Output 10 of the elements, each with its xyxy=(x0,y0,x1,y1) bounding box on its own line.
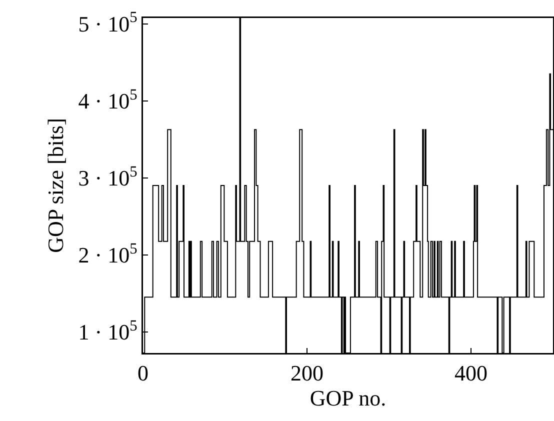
y-tick-label: 2 · 10$^{5}$ xyxy=(78,240,138,268)
x-tick-label: 200 xyxy=(290,360,324,386)
y-tick-label: 1 · 10$^{5}$ xyxy=(78,317,138,345)
y-tick-label: 3 · 10$^{5}$ xyxy=(78,163,138,190)
y-axis-title: GOP size [bits] xyxy=(43,118,68,253)
y-tick-label: 4 · 10$^{5}$ xyxy=(78,86,138,114)
x-axis-title: GOP no. xyxy=(310,386,386,411)
x-tick-label: 400 xyxy=(454,360,488,386)
y-tick-label: 5 · 10$^{5}$ xyxy=(78,9,138,36)
x-tick-label: 0 xyxy=(138,360,148,386)
